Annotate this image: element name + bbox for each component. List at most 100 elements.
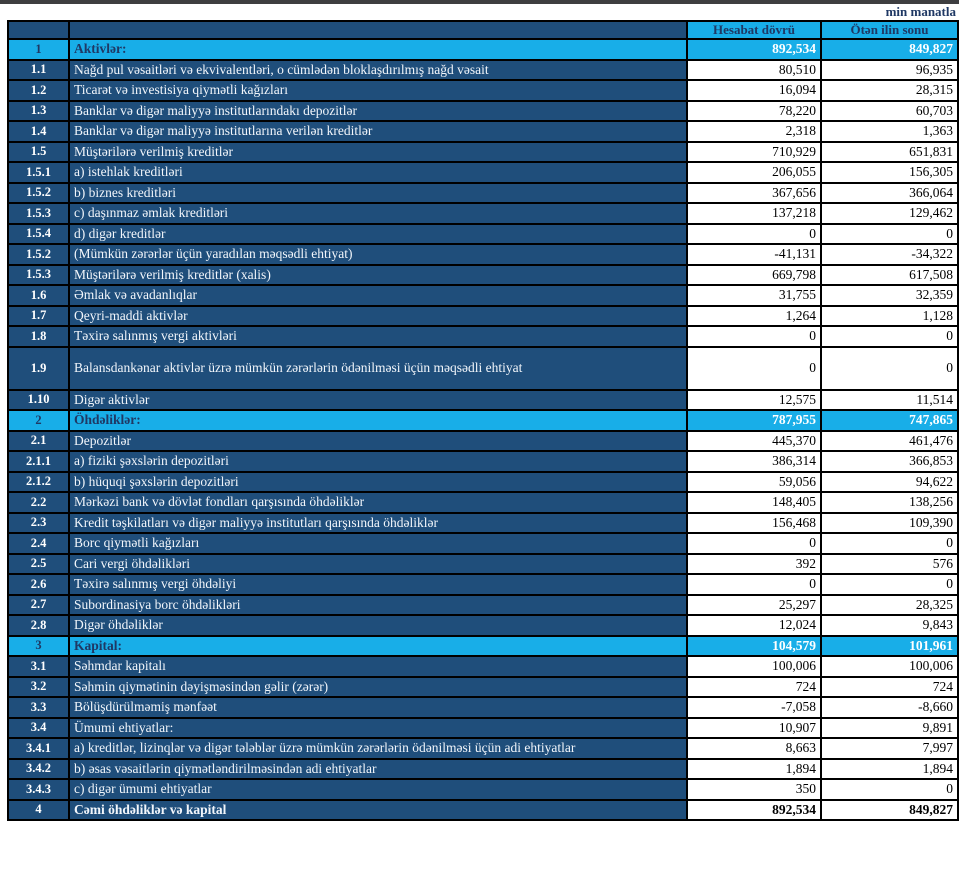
value-previous-cell: 109,390	[820, 511, 959, 534]
value-current-cell: 2,318	[686, 120, 822, 143]
table-row: 1.8 Təxirə salınmış vergi aktivləri 0 0	[7, 325, 959, 348]
row-label-cell: b) əsas vəsaitlərin qiymətləndirilməsind…	[68, 757, 688, 780]
value-current-cell: 350	[686, 778, 822, 801]
row-label-cell: c) digər ümumi ehtiyatlar	[68, 778, 688, 801]
row-label-cell: Kredit təşkilatları və digər maliyyə ins…	[68, 511, 688, 534]
value-previous-cell: 138,256	[820, 491, 959, 514]
value-previous-cell: 366,064	[820, 181, 959, 204]
value-previous-cell: 617,508	[820, 263, 959, 286]
value-current-cell: 80,510	[686, 58, 822, 81]
value-current-cell: 386,314	[686, 450, 822, 473]
row-number-cell: 3.4	[7, 716, 70, 739]
table-row: 1.10 Digər aktivlər 12,575 11,514	[7, 388, 959, 411]
row-number-cell: 1.5.1	[7, 161, 70, 184]
row-number-cell: 3.1	[7, 655, 70, 678]
row-label-cell: Təxirə salınmış vergi aktivləri	[68, 325, 688, 348]
table-row: 3.1 Səhmdar kapitalı 100,006 100,006	[7, 655, 959, 678]
value-current-cell: 31,755	[686, 284, 822, 307]
table-row: 1.4 Banklar və digər maliyyə institutlar…	[7, 120, 959, 143]
table-row: 1.5 Müştərilərə verilmiş kreditlər 710,9…	[7, 140, 959, 163]
row-label-cell: Balansdankənar aktivlər üzrə mümkün zərə…	[68, 345, 688, 391]
table-row: 2.1.1 a) fiziki şəxslərin depozitləri 38…	[7, 450, 959, 473]
table-row: 2.7 Subordinasiya borc öhdəlikləri 25,29…	[7, 593, 959, 616]
table-row: 1.2 Ticarət və investisiya qiymətli kağı…	[7, 79, 959, 102]
value-previous-cell: 94,622	[820, 470, 959, 493]
table-header-row: Hesabat dövrü Ötən ilin sonu	[7, 20, 959, 40]
value-current-cell: 0	[686, 222, 822, 245]
row-number-cell: 2	[7, 409, 70, 432]
row-number-cell: 3.2	[7, 675, 70, 698]
row-number-cell: 1.5	[7, 140, 70, 163]
value-current-cell: 710,929	[686, 140, 822, 163]
value-previous-cell: 461,476	[820, 429, 959, 452]
value-previous-cell: 0	[820, 778, 959, 801]
value-current-cell: -41,131	[686, 243, 822, 266]
row-number-cell: 1.5.2	[7, 181, 70, 204]
unit-label: min manatla	[885, 4, 956, 19]
value-current-cell: 10,907	[686, 716, 822, 739]
row-number-cell: 1.8	[7, 325, 70, 348]
row-number-cell: 2.3	[7, 511, 70, 534]
row-label-cell: Banklar və digər maliyyə institutlarına …	[68, 120, 688, 143]
row-label-cell: b) biznes kreditləri	[68, 181, 688, 204]
table-row: 1.5.2 b) biznes kreditləri 367,656 366,0…	[7, 181, 959, 204]
value-current-cell: 59,056	[686, 470, 822, 493]
header-description-cell	[68, 20, 688, 40]
row-label-cell: b) hüquqi şəxslərin depozitləri	[68, 470, 688, 493]
value-previous-cell: 1,128	[820, 304, 959, 327]
value-previous-cell: 96,935	[820, 58, 959, 81]
table-row: 1.5.1 a) istehlak kreditləri 206,055 156…	[7, 161, 959, 184]
value-current-cell: 12,024	[686, 614, 822, 637]
row-label-cell: Müştərilərə verilmiş kreditlər	[68, 140, 688, 163]
value-current-cell: 892,534	[686, 798, 822, 821]
row-label-cell: Digər öhdəliklər	[68, 614, 688, 637]
value-current-cell: 445,370	[686, 429, 822, 452]
row-number-cell: 2.4	[7, 532, 70, 555]
row-number-cell: 1.3	[7, 99, 70, 122]
value-previous-cell: 0	[820, 325, 959, 348]
value-previous-cell: 100,006	[820, 655, 959, 678]
row-number-cell: 1.6	[7, 284, 70, 307]
row-label-cell: Borc qiymətli kağızları	[68, 532, 688, 555]
table-row: 1.3 Banklar və digər maliyyə institutlar…	[7, 99, 959, 122]
table-row: 1.5.4 d) digər kreditlər 0 0	[7, 222, 959, 245]
value-previous-cell: 0	[820, 573, 959, 596]
table-row: 2 Öhdəliklər: 787,955 747,865	[7, 409, 959, 432]
value-previous-cell: 0	[820, 345, 959, 391]
row-label-cell: Qeyri-maddi aktivlər	[68, 304, 688, 327]
value-current-cell: 16,094	[686, 79, 822, 102]
value-previous-cell: 576	[820, 552, 959, 575]
value-previous-cell: 1,363	[820, 120, 959, 143]
header-current-period: Hesabat dövrü	[686, 20, 822, 40]
row-label-cell: Müştərilərə verilmiş kreditlər (xalis)	[68, 263, 688, 286]
row-number-cell: 1.1	[7, 58, 70, 81]
value-previous-cell: 366,853	[820, 450, 959, 473]
value-previous-cell: 0	[820, 222, 959, 245]
value-previous-cell: 9,843	[820, 614, 959, 637]
value-current-cell: 0	[686, 532, 822, 555]
row-number-cell: 2.2	[7, 491, 70, 514]
value-current-cell: -7,058	[686, 696, 822, 719]
row-label-cell: Əmlak və avadanlıqlar	[68, 284, 688, 307]
table-row: 4 Cəmi öhdəliklər və kapital 892,534 849…	[7, 798, 959, 821]
table-row: 1.1 Nağd pul vəsaitləri və ekvivalentlər…	[7, 58, 959, 81]
row-label-cell: c) daşınmaz əmlak kreditləri	[68, 202, 688, 225]
table-row: 3.2 Səhmin qiymətinin dəyişməsindən gəli…	[7, 675, 959, 698]
row-number-cell: 2.1.1	[7, 450, 70, 473]
value-current-cell: 787,955	[686, 409, 822, 432]
table-row: 3 Kapital: 104,579 101,961	[7, 634, 959, 657]
row-number-cell: 3.4.3	[7, 778, 70, 801]
value-previous-cell: 11,514	[820, 388, 959, 411]
row-label-cell: Subordinasiya borc öhdəlikləri	[68, 593, 688, 616]
row-label-cell: Kapital:	[68, 634, 688, 657]
table-row: 3.3 Bölüşdürülməmiş mənfəət -7,058 -8,66…	[7, 696, 959, 719]
table-row: 2.6 Təxirə salınmış vergi öhdəliyi 0 0	[7, 573, 959, 596]
row-number-cell: 1.5.3	[7, 263, 70, 286]
value-current-cell: 100,006	[686, 655, 822, 678]
row-label-cell: Öhdəliklər:	[68, 409, 688, 432]
table-row: 1.6 Əmlak və avadanlıqlar 31,755 32,359	[7, 284, 959, 307]
value-previous-cell: 28,315	[820, 79, 959, 102]
row-label-cell: Cəmi öhdəliklər və kapital	[68, 798, 688, 821]
row-number-cell: 3.3	[7, 696, 70, 719]
row-label-cell: Cari vergi öhdəlikləri	[68, 552, 688, 575]
